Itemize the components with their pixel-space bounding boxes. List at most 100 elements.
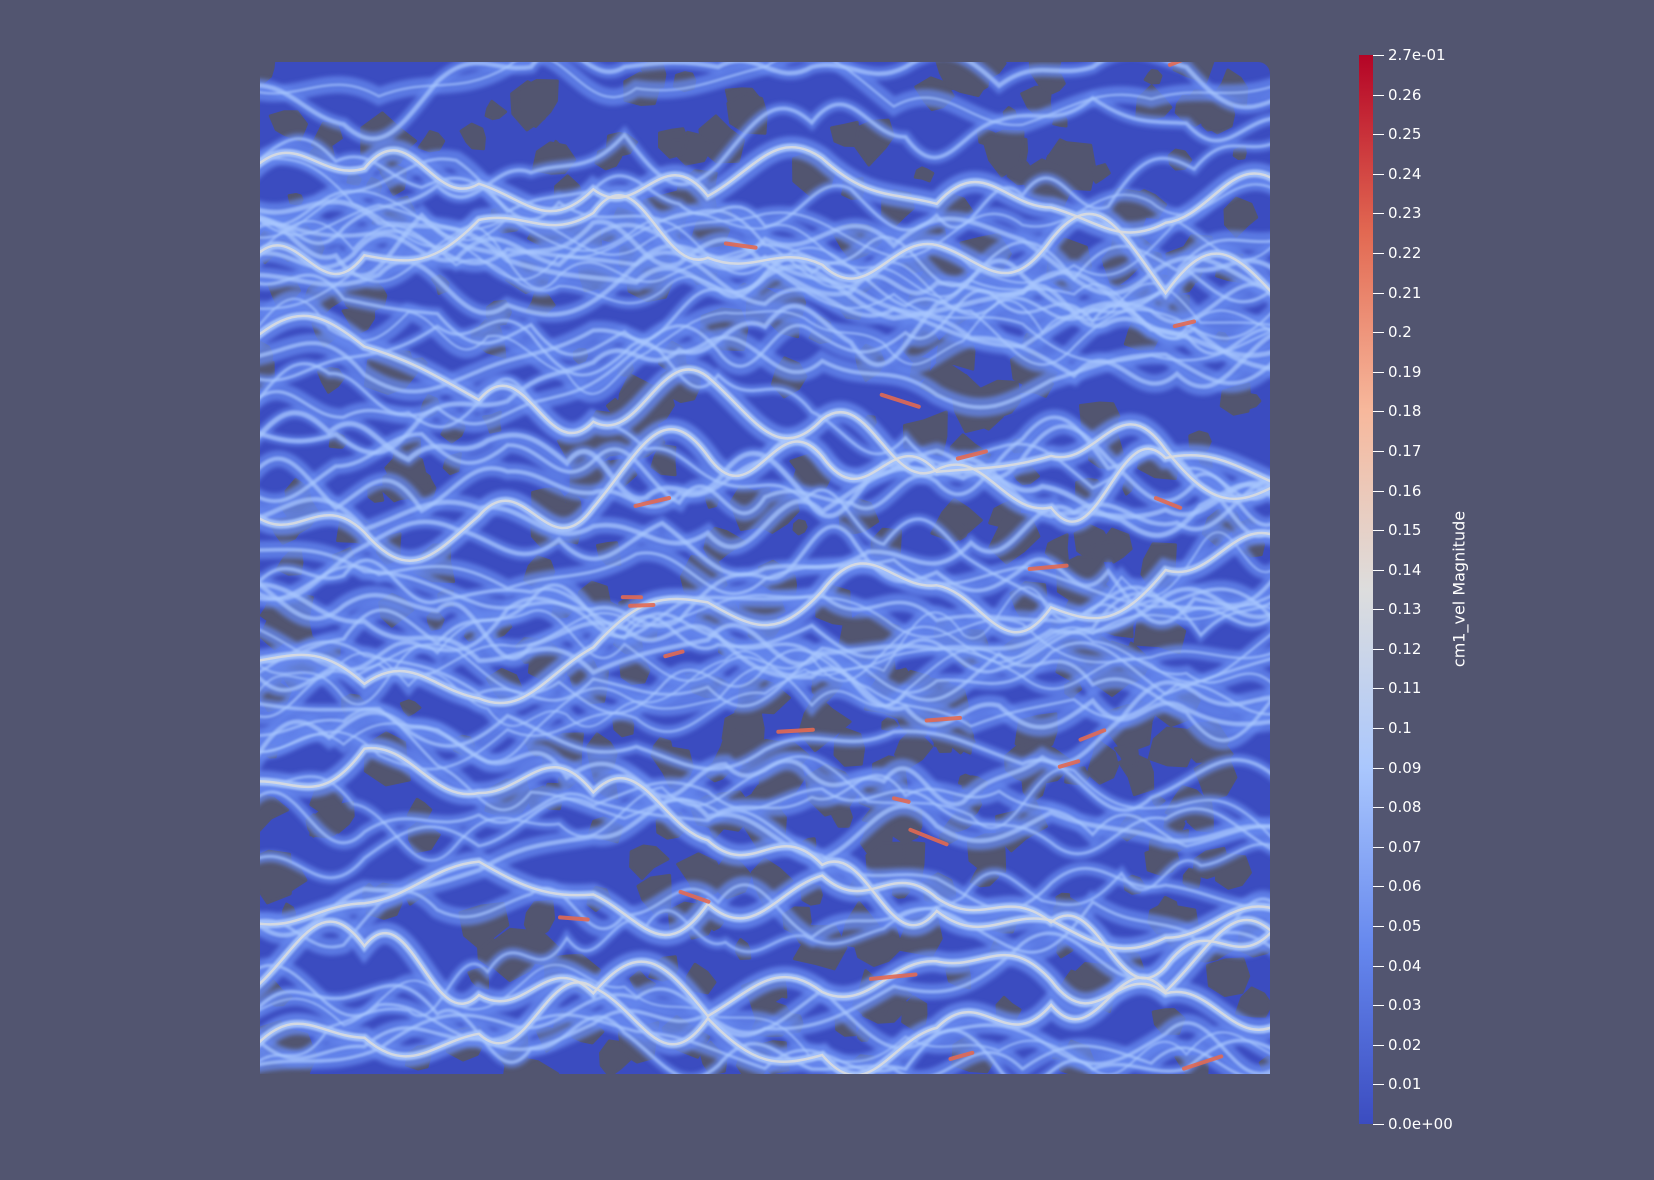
color-legend-tick <box>1373 490 1384 492</box>
high-velocity-spot <box>1182 1054 1224 1071</box>
velocity-field-render[interactable] <box>260 62 1270 1074</box>
color-legend-tick <box>1373 688 1384 690</box>
high-velocity-spot <box>924 715 962 723</box>
main-flow-channel-centerline <box>260 920 1270 1031</box>
color-legend-tick <box>1373 1005 1384 1007</box>
solid-grain <box>1223 196 1259 238</box>
color-legend-tick-label: 0.15 <box>1388 521 1422 540</box>
flow-channel-core <box>260 137 1270 232</box>
flow-channel-core <box>260 963 1270 1074</box>
flow-channels-core <box>260 62 1270 1074</box>
color-legend-tick-label: 0.25 <box>1388 125 1422 144</box>
solid-grain <box>1088 163 1111 184</box>
flow-channel-core <box>260 883 1270 954</box>
flow-channel-core <box>260 157 1270 288</box>
flow-channel-core <box>260 216 1270 317</box>
solid-grain <box>913 166 935 183</box>
solid-grain <box>1205 957 1251 997</box>
flow-channel-core <box>260 203 1270 363</box>
flow-channel-core <box>260 558 1270 674</box>
solid-grain <box>399 699 422 717</box>
color-legend-title: cm1_vel Magnitude <box>1449 510 1469 668</box>
solid-grain <box>792 519 808 536</box>
solid-grain <box>1143 69 1163 85</box>
flow-channel-core <box>260 930 1270 1067</box>
color-legend-tick-label: 0.02 <box>1388 1035 1422 1054</box>
high-velocity-spot <box>628 603 656 608</box>
main-flow-channel-centerline <box>260 314 1270 523</box>
color-legend-tick-label: 0.12 <box>1388 639 1422 658</box>
high-velocity-spot <box>1057 759 1081 769</box>
color-legend-tick-label: 0.21 <box>1388 283 1422 302</box>
color-legend-tick-label: 0.2 <box>1388 323 1412 342</box>
flow-channel-core <box>260 755 1270 862</box>
main-flow-channel-centerline <box>260 746 1270 950</box>
high-velocity-spot <box>908 827 949 847</box>
flow-channel-core <box>260 362 1270 638</box>
color-legend-tick-label: 0.26 <box>1388 85 1422 104</box>
color-legend-tick <box>1373 411 1384 413</box>
color-legend-tick <box>1373 371 1384 373</box>
color-legend-tick <box>1373 252 1384 254</box>
flow-channel-core <box>260 780 1270 880</box>
flow-channel-core <box>260 199 1270 358</box>
high-velocity-spot <box>1167 62 1183 67</box>
color-legend-tick-label: 0.03 <box>1388 996 1422 1015</box>
color-legend-tick-label: 0.16 <box>1388 481 1422 500</box>
color-legend-tick <box>1373 965 1384 967</box>
color-legend-tick-label: 0.06 <box>1388 877 1422 896</box>
color-legend-tick <box>1373 767 1384 769</box>
main-flow-channel-centerline <box>260 194 1270 296</box>
solid-grain <box>484 99 508 121</box>
color-legend-tick <box>1373 134 1384 136</box>
color-legend-tick-label: 0.22 <box>1388 243 1422 262</box>
solid-grain <box>1235 986 1270 1018</box>
solid-grain <box>1044 533 1069 563</box>
color-legend-tick-label: 0.19 <box>1388 362 1422 381</box>
color-legend-max-label: 2.7e-01 <box>1388 46 1446 64</box>
solid-grain <box>664 138 685 157</box>
velocity-magnitude-slice <box>260 62 1270 1074</box>
main-flow-channel-centerline <box>260 918 1270 1074</box>
color-legend-max-tick <box>1373 55 1384 56</box>
main-flow-channel-centerline <box>260 423 1270 562</box>
flow-channel-core <box>260 282 1270 395</box>
color-legend-tick <box>1373 648 1384 650</box>
color-legend-tick-label: 0.1 <box>1388 719 1412 738</box>
color-legend-tick <box>1373 292 1384 294</box>
flow-channel-core <box>260 476 1270 602</box>
flow-channel-core <box>260 547 1270 639</box>
solid-grain <box>260 62 276 87</box>
solid-grain <box>341 307 375 336</box>
color-legend-tick-label: 0.23 <box>1388 204 1422 223</box>
high-velocity-spot <box>678 889 711 904</box>
flow-channel-core <box>260 582 1270 730</box>
color-legend-tick <box>1373 1084 1384 1086</box>
high-velocity-spot <box>948 1050 975 1061</box>
color-legend-tick-label: 0.18 <box>1388 402 1422 421</box>
high-velocity-spot <box>723 241 758 250</box>
color-legend-tick-label: 0.11 <box>1388 679 1422 698</box>
color-legend-tick <box>1373 609 1384 611</box>
color-legend-min-label: 0.0e+00 <box>1388 1115 1453 1133</box>
flow-channels-hot <box>260 62 1270 1074</box>
high-velocity-spot <box>1078 728 1107 742</box>
solid-grain <box>417 130 446 153</box>
color-legend-tick <box>1373 569 1384 571</box>
main-flow-channel-centerline <box>260 145 1270 234</box>
solid-grain <box>459 122 486 151</box>
solid-grain <box>517 79 559 128</box>
high-velocity-spot <box>955 449 988 461</box>
color-legend-tick-label: 0.14 <box>1388 560 1422 579</box>
high-velocity-spot <box>776 727 815 734</box>
color-legend-min-tick <box>1373 1124 1384 1125</box>
solid-grain <box>830 120 860 147</box>
flow-channel-core <box>260 630 1270 763</box>
flow-channel-core <box>260 707 1270 848</box>
color-legend-tick <box>1373 450 1384 452</box>
color-legend-tick-label: 0.04 <box>1388 956 1422 975</box>
high-velocity-spot <box>1027 563 1069 571</box>
high-velocity-spot <box>633 496 672 508</box>
high-velocity-spot <box>663 649 685 659</box>
